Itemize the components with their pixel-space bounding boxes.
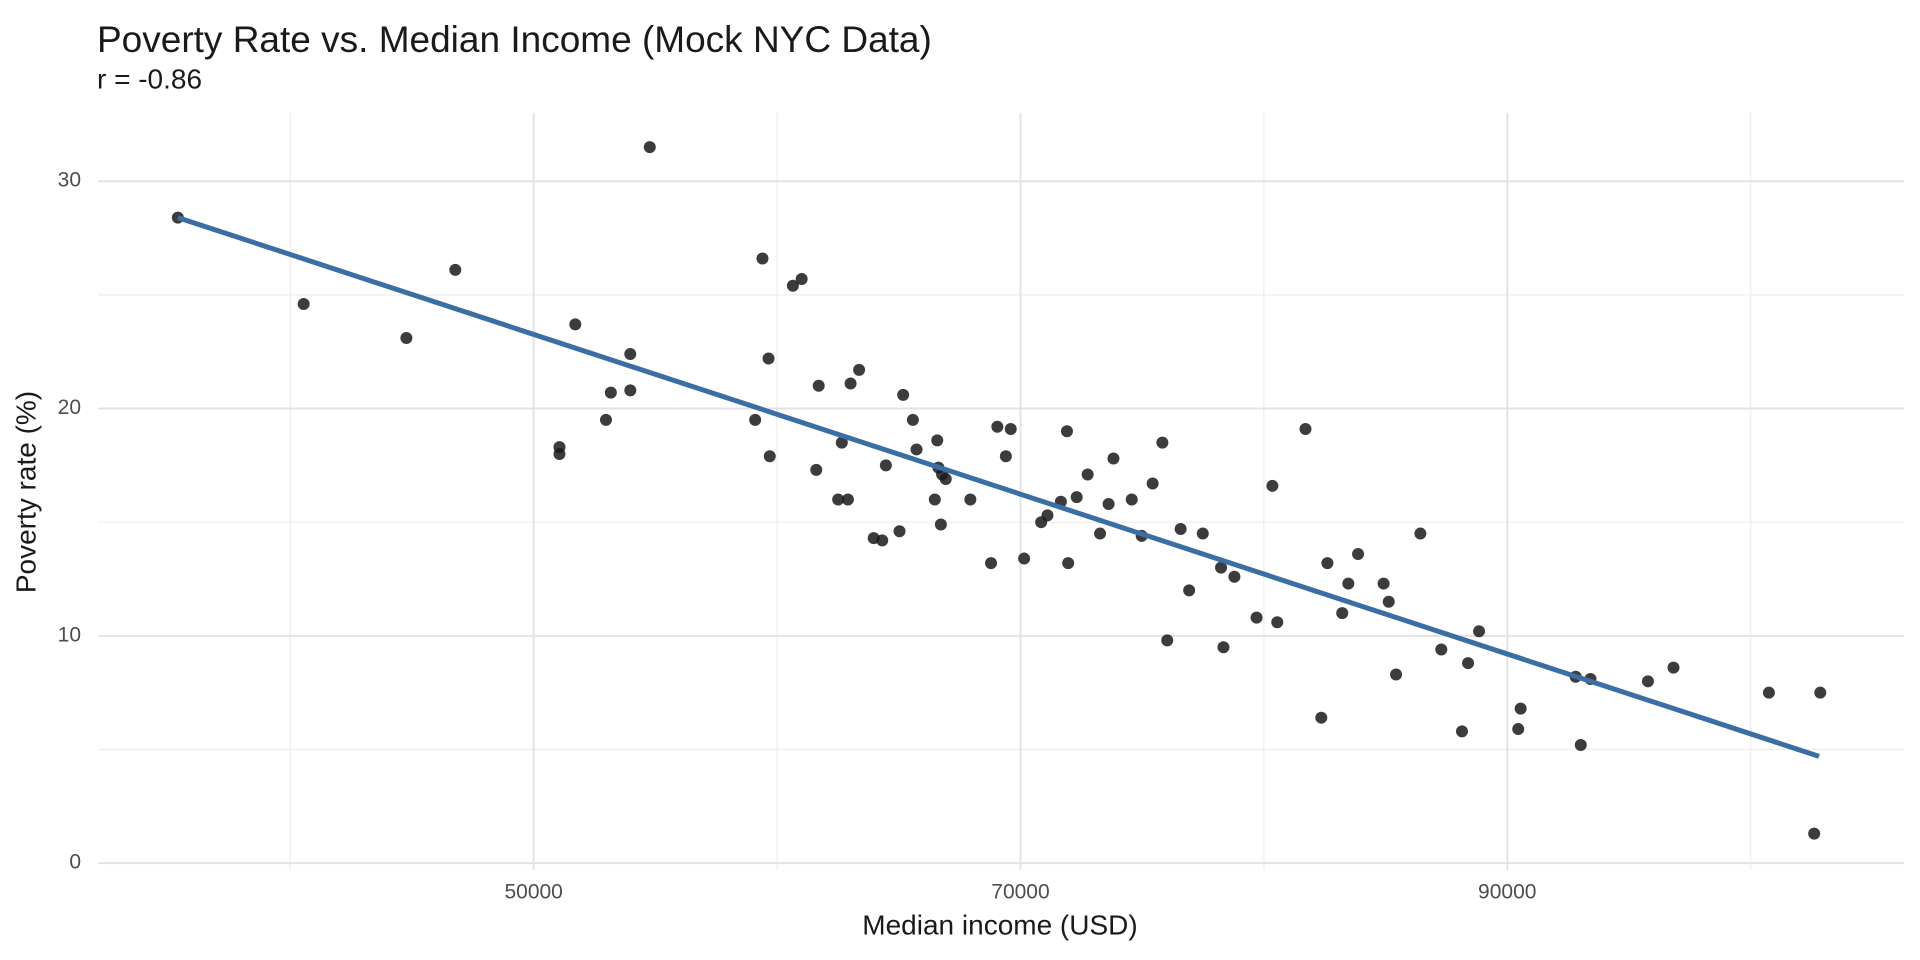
point xyxy=(749,413,762,426)
point xyxy=(1102,498,1115,511)
point xyxy=(1266,479,1279,492)
point xyxy=(1336,607,1349,620)
point xyxy=(1125,493,1138,506)
point xyxy=(604,386,617,399)
point xyxy=(786,279,799,292)
chart-title: Poverty Rate vs. Median Income (Mock NYC… xyxy=(97,19,932,60)
point xyxy=(939,472,952,485)
point xyxy=(1062,557,1075,570)
point xyxy=(756,252,769,265)
y-tick-label: 10 xyxy=(58,623,81,646)
point xyxy=(964,493,977,506)
point xyxy=(1352,548,1365,561)
point xyxy=(1196,527,1209,540)
point xyxy=(1814,686,1827,699)
point xyxy=(763,450,776,463)
point xyxy=(999,450,1012,463)
point xyxy=(1808,827,1821,840)
point xyxy=(624,384,637,397)
point xyxy=(1462,657,1475,670)
point xyxy=(1070,491,1083,504)
point xyxy=(812,379,825,392)
point xyxy=(1250,611,1263,624)
point xyxy=(1377,577,1390,590)
point xyxy=(1060,425,1073,438)
point xyxy=(910,443,923,456)
point xyxy=(1435,643,1448,656)
point xyxy=(1667,661,1680,674)
point xyxy=(795,272,808,285)
point xyxy=(832,493,845,506)
x-tick-label: 50000 xyxy=(504,881,562,904)
point xyxy=(599,413,612,426)
point xyxy=(297,297,310,310)
point xyxy=(1390,668,1403,681)
x-tick-label: 90000 xyxy=(1478,881,1536,904)
point xyxy=(841,493,854,506)
point xyxy=(991,420,1004,433)
point xyxy=(1315,711,1328,724)
point xyxy=(1094,527,1107,540)
point xyxy=(1146,477,1159,490)
point xyxy=(897,388,910,401)
point xyxy=(1156,436,1169,449)
point xyxy=(569,318,582,331)
point xyxy=(1414,527,1427,540)
point xyxy=(1512,723,1525,736)
point xyxy=(853,363,866,376)
point xyxy=(906,413,919,426)
point xyxy=(553,447,566,460)
point xyxy=(449,263,462,276)
point xyxy=(762,352,775,365)
point xyxy=(934,518,947,531)
point xyxy=(1004,422,1017,435)
point xyxy=(1018,552,1031,565)
point xyxy=(1161,634,1174,647)
point xyxy=(1107,452,1120,465)
y-tick-label: 20 xyxy=(58,396,81,419)
x-tick-label: 70000 xyxy=(991,881,1049,904)
point xyxy=(1271,616,1284,629)
point xyxy=(1382,595,1395,608)
point xyxy=(985,557,998,570)
point xyxy=(893,525,906,538)
point xyxy=(810,463,823,476)
point xyxy=(1342,577,1355,590)
point xyxy=(1762,686,1775,699)
point xyxy=(876,534,889,547)
point xyxy=(1574,738,1587,751)
point xyxy=(931,434,944,447)
y-tick-label: 30 xyxy=(58,169,81,192)
trend-line xyxy=(177,215,1820,759)
point xyxy=(844,377,857,390)
chart-subtitle: r = -0.86 xyxy=(97,63,202,94)
point xyxy=(400,332,413,345)
point xyxy=(1228,570,1241,583)
point xyxy=(643,141,656,154)
point xyxy=(1217,641,1230,654)
point xyxy=(624,347,637,360)
point xyxy=(1455,725,1468,738)
point xyxy=(1473,625,1486,638)
point xyxy=(1174,523,1187,536)
point xyxy=(1215,561,1228,574)
y-tick-label: 0 xyxy=(69,851,81,874)
point xyxy=(1299,422,1312,435)
point xyxy=(1081,468,1094,481)
y-axis-title: Poverty rate (%) xyxy=(10,391,41,593)
point xyxy=(1321,557,1334,570)
x-axis-title: Median income (USD) xyxy=(862,909,1137,940)
point xyxy=(835,436,848,449)
point xyxy=(1041,509,1054,522)
point xyxy=(928,493,941,506)
point xyxy=(1183,584,1196,597)
point xyxy=(1641,675,1654,688)
point xyxy=(1514,702,1527,715)
point xyxy=(879,459,892,472)
